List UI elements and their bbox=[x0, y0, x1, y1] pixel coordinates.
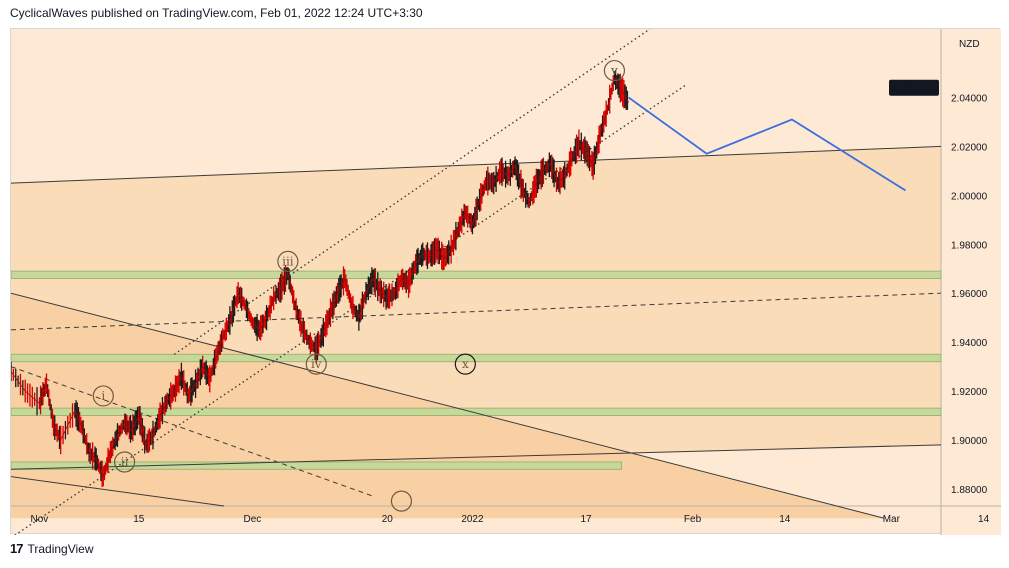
wave-label-0: i bbox=[101, 389, 105, 403]
wave-label-2: iii bbox=[282, 254, 294, 268]
x-tick-3: 20 bbox=[382, 514, 394, 525]
footer: 17 TradingView bbox=[10, 541, 94, 556]
y-tick-1: 1.90000 bbox=[951, 436, 988, 447]
wave-circle-0 bbox=[92, 385, 114, 407]
trend-line-0 bbox=[11, 145, 942, 184]
publish-header: CyclicalWaves published on TradingView.c… bbox=[10, 6, 423, 20]
wave-label-4: x bbox=[462, 357, 469, 371]
support-zone-2 bbox=[11, 407, 942, 416]
trend-line-5 bbox=[11, 366, 374, 497]
price-axis-bg bbox=[941, 29, 1001, 535]
chart-frame[interactable]: i ii iii iv x v 1.88000 1.90000 1.92000 1.94000 1.… bbox=[10, 28, 1001, 535]
tradingview-logo-icon: 17 bbox=[10, 541, 24, 556]
wave-circle-2 bbox=[277, 250, 299, 272]
y-tick-5: 1.98000 bbox=[951, 240, 988, 251]
wave-label-1: ii bbox=[121, 455, 129, 469]
support-zone-0 bbox=[11, 270, 942, 280]
x-tick-2: Dec bbox=[243, 514, 261, 525]
trend-line-3 bbox=[11, 476, 225, 507]
y-tick-3: 1.94000 bbox=[951, 338, 988, 349]
x-tick-1: 15 bbox=[133, 514, 145, 525]
x-tick-6: Feb bbox=[684, 514, 702, 525]
x-tick-4: 2022 bbox=[461, 514, 484, 525]
trend-line-6 bbox=[13, 84, 686, 535]
y-tick-7: 2.02000 bbox=[951, 142, 988, 153]
wave-circle-1 bbox=[113, 451, 136, 473]
wave-label-3: iv bbox=[311, 357, 322, 371]
wave-label-5: v bbox=[610, 64, 618, 78]
projection-line bbox=[628, 96, 906, 192]
brand-name: TradingView bbox=[27, 541, 94, 556]
wave-circle-5 bbox=[603, 59, 626, 82]
support-zone-3 bbox=[11, 461, 623, 470]
wave-circle-6 bbox=[390, 490, 413, 512]
symbol-badge bbox=[889, 79, 939, 96]
x-tick-9: 14 bbox=[978, 514, 990, 525]
y-tick-2: 1.92000 bbox=[951, 387, 988, 398]
trend-line-7 bbox=[173, 29, 651, 355]
trend-line-4 bbox=[11, 292, 942, 331]
support-zone-1 bbox=[11, 353, 942, 363]
y-tick-4: 1.96000 bbox=[951, 289, 988, 300]
x-tick-7: 14 bbox=[779, 514, 791, 525]
price-series-line bbox=[11, 76, 629, 478]
symbol-label: GBPNZD bbox=[893, 84, 935, 95]
y-tick-8: 2.04000 bbox=[951, 93, 988, 104]
x-tick-8: Mar bbox=[883, 514, 901, 525]
x-tick-5: 17 bbox=[580, 514, 592, 525]
trend-line-1 bbox=[11, 444, 942, 470]
currency-label: NZD bbox=[959, 39, 980, 50]
trend-line-2 bbox=[11, 292, 885, 519]
wave-circle-4 bbox=[454, 353, 476, 375]
wave-circle-3 bbox=[305, 353, 327, 375]
x-tick-0: Nov bbox=[30, 514, 48, 525]
y-tick-6: 2.00000 bbox=[951, 191, 988, 202]
y-tick-0: 1.88000 bbox=[951, 485, 988, 496]
